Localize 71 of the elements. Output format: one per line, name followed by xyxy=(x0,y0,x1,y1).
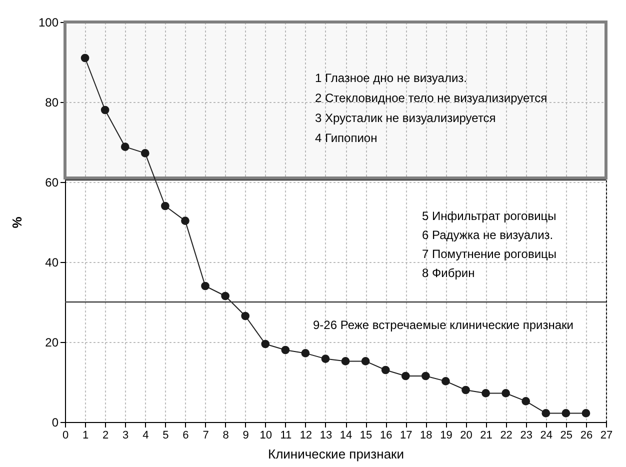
x-tick-label: 0 xyxy=(62,430,69,442)
y-tick-label: 60 xyxy=(45,176,59,190)
x-tick-label: 13 xyxy=(320,430,332,442)
x-tick-label: 7 xyxy=(202,430,209,442)
point xyxy=(261,340,270,348)
annotation: 9-26 Реже встречаемые клинические признаки xyxy=(313,318,574,332)
x-axis-title: Клинические признаки xyxy=(268,446,404,462)
x-tick-label: 23 xyxy=(520,430,532,442)
x-tick-label: 16 xyxy=(380,430,392,442)
annotation: 7 Помутнение роговицы xyxy=(422,247,557,261)
point xyxy=(181,216,190,225)
x-tick-label: 11 xyxy=(280,430,292,442)
point xyxy=(281,346,290,354)
point xyxy=(502,389,510,398)
y-tick-label: 0 xyxy=(52,416,59,430)
annotation: 6 Радужка не визуализ. xyxy=(422,228,554,242)
point xyxy=(482,389,490,398)
x-tick-label: 12 xyxy=(300,430,312,442)
point xyxy=(522,397,530,406)
point xyxy=(221,292,230,300)
x-tick-label: 8 xyxy=(222,430,229,442)
annotation: 5 Инфильтрат роговицы xyxy=(422,209,556,223)
y-tick-label: 40 xyxy=(45,256,59,270)
x-tick-label: 15 xyxy=(360,430,372,442)
point xyxy=(241,312,250,320)
x-tick-label: 21 xyxy=(480,430,492,442)
x-tick-label: 22 xyxy=(500,430,512,442)
x-tick-label: 26 xyxy=(580,430,593,442)
point xyxy=(361,357,370,366)
point xyxy=(542,409,550,418)
annotation: 2 Стекловидное тело не визуализируется xyxy=(315,91,548,105)
point xyxy=(161,202,170,210)
point xyxy=(582,409,590,418)
point xyxy=(341,357,350,366)
annotation: 3 Хрусталик не визуализируется xyxy=(315,111,496,125)
y-tick-label: 100 xyxy=(38,16,59,30)
point xyxy=(201,282,210,290)
point xyxy=(421,372,430,380)
x-tick-label: 3 xyxy=(122,430,129,442)
point xyxy=(120,142,130,151)
x-tick-label: 1 xyxy=(82,430,89,442)
x-tick-label: 5 xyxy=(162,430,169,442)
x-tick-label: 19 xyxy=(440,430,452,442)
x-tick-label: 18 xyxy=(420,430,432,442)
point xyxy=(462,386,470,394)
annotation: 4 Гипопион xyxy=(315,131,378,145)
annotation: 8 Фибрин xyxy=(422,266,475,280)
point xyxy=(562,409,570,418)
annotation: 1 Глазное дно не визуализ. xyxy=(315,71,467,85)
point xyxy=(301,349,310,358)
x-tick-label: 20 xyxy=(460,430,472,442)
x-tick-label: 6 xyxy=(182,430,189,442)
x-tick-label: 2 xyxy=(102,430,109,442)
x-tick-label: 24 xyxy=(540,430,553,442)
x-tick-label: 14 xyxy=(340,430,352,442)
point xyxy=(100,106,110,114)
x-tick-label: 4 xyxy=(142,430,149,442)
x-tick-label: 17 xyxy=(400,430,412,442)
point xyxy=(321,354,330,363)
x-tick-label: 27 xyxy=(600,430,613,442)
y-tick-label: 20 xyxy=(45,336,59,350)
point xyxy=(80,54,90,62)
y-axis-title: % xyxy=(9,216,24,228)
x-tick-label: 9 xyxy=(242,430,249,442)
x-tick-label: 25 xyxy=(560,430,573,442)
point xyxy=(442,377,450,386)
x-tick-label: 10 xyxy=(260,430,272,442)
point xyxy=(401,372,410,380)
point xyxy=(140,149,150,158)
point xyxy=(381,366,390,374)
y-tick-label: 80 xyxy=(45,96,59,110)
